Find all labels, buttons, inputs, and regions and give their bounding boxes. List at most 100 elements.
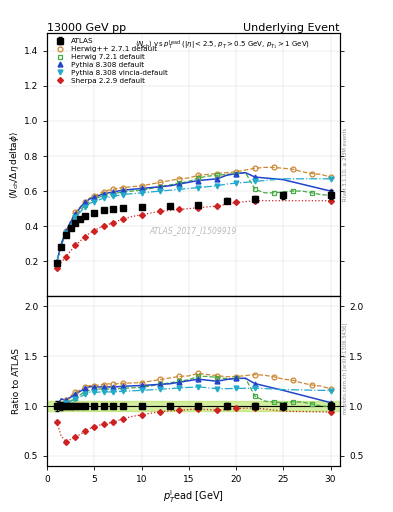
Pythia 8.308 vincia-default [101,195,106,201]
Herwig 7.2.1 default [73,214,78,220]
Text: Rivet 3.1.10, ≥ 2.3M events: Rivet 3.1.10, ≥ 2.3M events [343,127,348,201]
Sherpa 2.2.9 default [64,254,68,260]
Pythia 8.308 default [54,260,59,266]
Herwig 7.2.1 default [215,172,220,178]
Pythia 8.308 vincia-default [73,215,78,221]
Pythia 8.308 default [111,189,116,195]
Herwig++ 2.7.1 default [111,186,116,193]
Line: Herwig 7.2.1 default: Herwig 7.2.1 default [54,171,333,265]
Herwig++ 2.7.1 default [290,166,295,172]
Sherpa 2.2.9 default [253,198,257,204]
Pythia 8.308 default [328,188,333,194]
Pythia 8.308 default [177,181,182,187]
Pythia 8.308 default [64,228,68,234]
Text: $\langle N_\mathrm{ch}\rangle$ vs $p_T^\mathrm{lead}$ ($|\eta|<2.5$, $p_T>0.5$ G: $\langle N_\mathrm{ch}\rangle$ vs $p_T^\… [135,38,310,52]
X-axis label: $p_T^\mathrm{l}$ead [GeV]: $p_T^\mathrm{l}$ead [GeV] [163,488,224,505]
Sherpa 2.2.9 default [139,211,144,218]
Bar [47,401,340,411]
Herwig++ 2.7.1 default [83,199,87,205]
Pythia 8.308 vincia-default [111,193,116,199]
Herwig 7.2.1 default [64,230,68,236]
Herwig 7.2.1 default [92,196,97,202]
Pythia 8.308 vincia-default [158,188,163,194]
Pythia 8.308 default [158,184,163,190]
Sherpa 2.2.9 default [83,233,87,240]
Line: Pythia 8.308 vincia-default: Pythia 8.308 vincia-default [54,176,333,265]
Herwig++ 2.7.1 default [92,193,97,199]
Herwig++ 2.7.1 default [234,169,239,175]
Pythia 8.308 default [139,185,144,191]
Herwig++ 2.7.1 default [272,164,276,170]
Herwig++ 2.7.1 default [309,170,314,177]
Herwig++ 2.7.1 default [139,183,144,189]
Sherpa 2.2.9 default [73,242,78,248]
Pythia 8.308 vincia-default [83,204,87,210]
Sherpa 2.2.9 default [234,199,239,205]
Herwig++ 2.7.1 default [253,165,257,172]
Y-axis label: Ratio to ATLAS: Ratio to ATLAS [12,348,21,414]
Sherpa 2.2.9 default [158,208,163,215]
Herwig 7.2.1 default [101,193,106,199]
Herwig++ 2.7.1 default [120,184,125,190]
Sherpa 2.2.9 default [196,205,201,211]
Herwig 7.2.1 default [234,170,239,177]
Pythia 8.308 vincia-default [328,176,333,182]
Herwig++ 2.7.1 default [73,209,78,215]
Herwig 7.2.1 default [272,190,276,196]
Text: Underlying Event: Underlying Event [243,23,340,32]
Herwig 7.2.1 default [83,202,87,208]
Pythia 8.308 vincia-default [234,180,239,186]
Herwig++ 2.7.1 default [177,176,182,182]
Line: Herwig++ 2.7.1 default: Herwig++ 2.7.1 default [54,165,333,265]
Y-axis label: $\langle N_\mathrm{ch}/\Delta\eta\,\mathrm{delta}\phi\rangle$: $\langle N_\mathrm{ch}/\Delta\eta\,\math… [8,131,21,199]
Sherpa 2.2.9 default [111,220,116,226]
Sherpa 2.2.9 default [92,227,97,233]
Pythia 8.308 default [253,174,257,180]
Sherpa 2.2.9 default [328,198,333,204]
Text: ATLAS_2017_I1509919: ATLAS_2017_I1509919 [150,226,237,235]
Herwig 7.2.1 default [253,186,257,193]
Pythia 8.308 default [92,194,97,200]
Pythia 8.308 vincia-default [139,190,144,196]
Herwig 7.2.1 default [139,187,144,193]
Pythia 8.308 default [196,178,201,184]
Pythia 8.308 vincia-default [120,191,125,198]
Herwig++ 2.7.1 default [101,189,106,195]
Pythia 8.308 default [73,211,78,217]
Herwig 7.2.1 default [328,193,333,199]
Pythia 8.308 vincia-default [215,183,220,189]
Pythia 8.308 vincia-default [196,184,201,190]
Pythia 8.308 vincia-default [253,178,257,184]
Text: mcplots.cern.ch [arXiv:1306.3436]: mcplots.cern.ch [arXiv:1306.3436] [343,323,348,414]
Herwig 7.2.1 default [158,184,163,190]
Herwig 7.2.1 default [111,190,116,197]
Herwig 7.2.1 default [54,260,59,266]
Pythia 8.308 vincia-default [64,230,68,236]
Herwig++ 2.7.1 default [158,179,163,185]
Herwig 7.2.1 default [177,180,182,186]
Pythia 8.308 default [83,199,87,205]
Text: 13000 GeV pp: 13000 GeV pp [47,23,126,32]
Line: Sherpa 2.2.9 default: Sherpa 2.2.9 default [55,199,332,270]
Herwig 7.2.1 default [120,189,125,195]
Pythia 8.308 default [215,176,220,182]
Legend: ATLAS, Herwig++ 2.7.1 default, Herwig 7.2.1 default, Pythia 8.308 default, Pythi: ATLAS, Herwig++ 2.7.1 default, Herwig 7.… [51,37,169,85]
Line: Pythia 8.308 default: Pythia 8.308 default [54,171,333,265]
Herwig++ 2.7.1 default [215,170,220,177]
Sherpa 2.2.9 default [120,216,125,222]
Herwig 7.2.1 default [196,175,201,181]
Herwig++ 2.7.1 default [196,172,201,178]
Pythia 8.308 default [120,187,125,193]
Herwig++ 2.7.1 default [328,174,333,180]
Herwig 7.2.1 default [309,190,314,196]
Pythia 8.308 default [234,170,239,177]
Herwig++ 2.7.1 default [54,260,59,266]
Sherpa 2.2.9 default [215,203,220,209]
Pythia 8.308 default [101,190,106,197]
Sherpa 2.2.9 default [177,206,182,212]
Herwig++ 2.7.1 default [64,228,68,234]
Sherpa 2.2.9 default [101,223,106,229]
Pythia 8.308 vincia-default [92,199,97,205]
Pythia 8.308 vincia-default [177,186,182,193]
Sherpa 2.2.9 default [54,265,59,271]
